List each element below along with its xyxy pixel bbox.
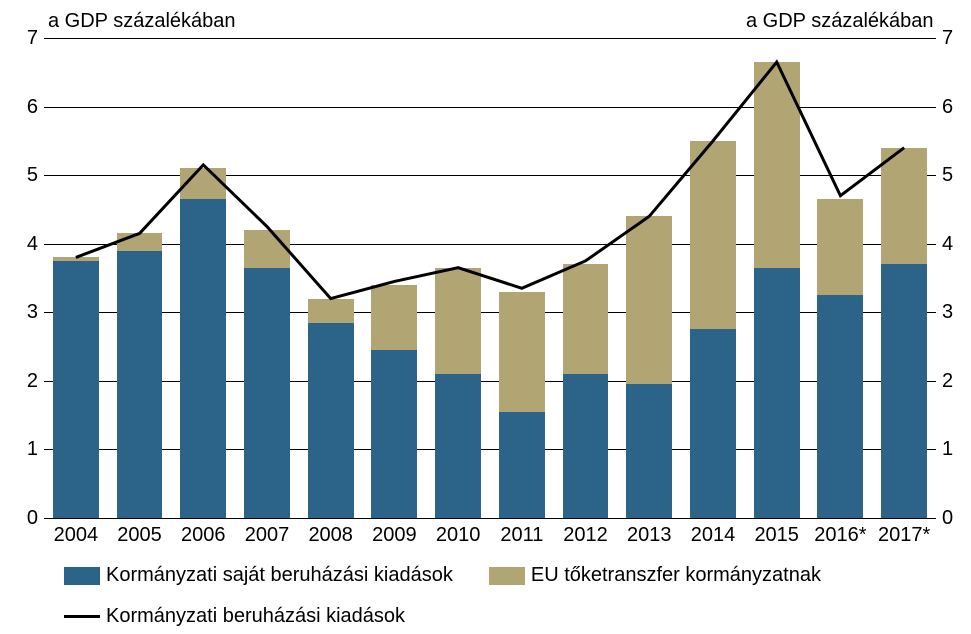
y-tick-right: 5	[942, 164, 966, 187]
y-tick-left: 4	[14, 233, 38, 256]
legend-swatch	[64, 567, 100, 585]
y-tick-right: 4	[942, 233, 966, 256]
chart-container: a GDP százalékában a GDP százalékában Ko…	[0, 0, 971, 634]
y-tick-left: 7	[14, 27, 38, 50]
plot-area	[44, 38, 936, 518]
x-tick-label: 2010	[426, 524, 490, 547]
legend-row: Kormányzati saját beruházási kiadások EU …	[64, 564, 936, 591]
left-axis-title: a GDP százalékában	[48, 10, 236, 33]
y-tick-right: 6	[942, 96, 966, 119]
legend-item: EU tőketranszfer kormányzatnak	[489, 564, 821, 587]
y-tick-left: 0	[14, 507, 38, 530]
x-tick-label: 2017*	[872, 524, 936, 547]
y-tick-right: 1	[942, 438, 966, 461]
legend-swatch	[489, 567, 525, 585]
x-tick-label: 2005	[108, 524, 172, 547]
x-tick-label: 2006	[171, 524, 235, 547]
y-tick-right: 7	[942, 27, 966, 50]
y-tick-left: 5	[14, 164, 38, 187]
x-tick-label: 2009	[363, 524, 427, 547]
legend-item: Kormányzati beruházási kiadások	[64, 605, 405, 628]
line-series	[44, 38, 936, 518]
y-tick-left: 2	[14, 370, 38, 393]
legend-label: Kormányzati saját beruházási kiadások	[106, 564, 453, 587]
x-tick-label: 2007	[235, 524, 299, 547]
grid-line	[44, 518, 936, 519]
y-tick-left: 1	[14, 438, 38, 461]
legend-item: Kormányzati saját beruházási kiadások	[64, 564, 453, 587]
legend: Kormányzati saját beruházási kiadások EU …	[64, 564, 936, 628]
y-tick-right: 3	[942, 301, 966, 324]
legend-label: Kormányzati beruházási kiadások	[106, 605, 405, 628]
x-tick-label: 2014	[681, 524, 745, 547]
legend-line-swatch	[64, 615, 100, 618]
x-tick-label: 2004	[44, 524, 108, 547]
y-tick-left: 6	[14, 96, 38, 119]
legend-row: Kormányzati beruházási kiadások	[64, 601, 936, 628]
x-tick-label: 2011	[490, 524, 554, 547]
x-tick-label: 2015	[745, 524, 809, 547]
x-tick-label: 2013	[617, 524, 681, 547]
y-tick-left: 3	[14, 301, 38, 324]
x-tick-label: 2012	[554, 524, 618, 547]
legend-label: EU tőketranszfer kormányzatnak	[531, 564, 821, 587]
y-tick-right: 2	[942, 370, 966, 393]
right-axis-title: a GDP százalékában	[746, 10, 934, 33]
x-tick-label: 2008	[299, 524, 363, 547]
y-tick-right: 0	[942, 507, 966, 530]
x-tick-label: 2016*	[809, 524, 873, 547]
